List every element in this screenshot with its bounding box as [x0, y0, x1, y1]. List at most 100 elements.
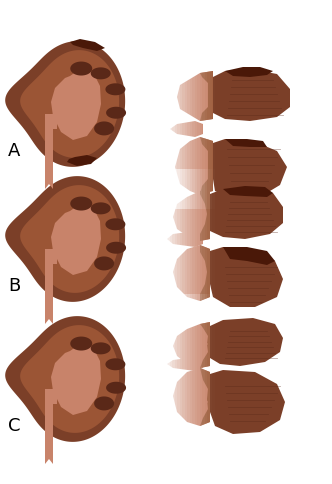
- Polygon shape: [213, 69, 290, 121]
- Polygon shape: [106, 107, 126, 119]
- Polygon shape: [190, 169, 193, 319]
- Polygon shape: [180, 59, 183, 209]
- Polygon shape: [213, 139, 287, 199]
- Polygon shape: [91, 342, 111, 354]
- Polygon shape: [51, 344, 101, 415]
- Polygon shape: [198, 294, 200, 444]
- Polygon shape: [173, 322, 210, 368]
- Polygon shape: [45, 126, 53, 189]
- Polygon shape: [51, 69, 101, 140]
- Polygon shape: [73, 218, 81, 239]
- Polygon shape: [20, 50, 119, 158]
- Polygon shape: [94, 257, 114, 271]
- Polygon shape: [175, 137, 213, 195]
- Polygon shape: [167, 357, 203, 371]
- Text: C: C: [8, 417, 21, 435]
- Polygon shape: [67, 155, 97, 166]
- Polygon shape: [170, 121, 203, 137]
- Polygon shape: [205, 169, 208, 319]
- Polygon shape: [223, 186, 273, 197]
- Polygon shape: [195, 59, 198, 209]
- Polygon shape: [168, 294, 170, 444]
- Polygon shape: [165, 59, 168, 209]
- Polygon shape: [5, 316, 125, 442]
- Polygon shape: [185, 169, 188, 319]
- Polygon shape: [208, 294, 210, 444]
- Polygon shape: [185, 59, 188, 209]
- Polygon shape: [168, 59, 170, 209]
- Polygon shape: [91, 67, 111, 79]
- Polygon shape: [200, 339, 208, 349]
- Polygon shape: [180, 169, 183, 319]
- Polygon shape: [200, 322, 210, 368]
- Polygon shape: [106, 358, 125, 370]
- Polygon shape: [188, 59, 190, 209]
- Polygon shape: [65, 94, 81, 114]
- Polygon shape: [190, 59, 193, 209]
- Polygon shape: [173, 245, 210, 301]
- Polygon shape: [200, 137, 213, 194]
- Polygon shape: [183, 169, 185, 319]
- Text: A: A: [8, 142, 20, 160]
- Polygon shape: [65, 369, 81, 389]
- Polygon shape: [45, 261, 53, 324]
- Polygon shape: [188, 294, 190, 444]
- Polygon shape: [170, 59, 173, 209]
- Polygon shape: [73, 378, 95, 383]
- Polygon shape: [70, 61, 92, 76]
- Polygon shape: [165, 169, 168, 319]
- Polygon shape: [70, 39, 105, 51]
- Polygon shape: [73, 358, 81, 379]
- Polygon shape: [91, 202, 111, 214]
- Polygon shape: [193, 59, 195, 209]
- Polygon shape: [5, 176, 125, 302]
- Polygon shape: [183, 59, 185, 209]
- Polygon shape: [178, 59, 180, 209]
- Polygon shape: [65, 229, 81, 249]
- Polygon shape: [170, 294, 173, 444]
- Polygon shape: [175, 294, 178, 444]
- Polygon shape: [203, 169, 205, 319]
- Polygon shape: [73, 83, 81, 104]
- Polygon shape: [200, 396, 208, 407]
- Polygon shape: [73, 239, 89, 255]
- Polygon shape: [70, 197, 92, 211]
- Polygon shape: [177, 71, 213, 121]
- Polygon shape: [205, 294, 208, 444]
- Polygon shape: [70, 336, 92, 350]
- Polygon shape: [73, 104, 95, 108]
- Polygon shape: [200, 71, 213, 121]
- Polygon shape: [200, 245, 210, 301]
- Polygon shape: [173, 294, 175, 444]
- Polygon shape: [223, 247, 275, 265]
- Polygon shape: [180, 294, 183, 444]
- Polygon shape: [183, 294, 185, 444]
- Polygon shape: [45, 114, 57, 129]
- Polygon shape: [198, 59, 200, 209]
- Polygon shape: [193, 294, 195, 444]
- Polygon shape: [210, 187, 283, 239]
- Polygon shape: [51, 204, 101, 275]
- Polygon shape: [200, 294, 203, 444]
- Polygon shape: [20, 325, 119, 433]
- Polygon shape: [73, 104, 89, 120]
- Polygon shape: [210, 370, 285, 434]
- Polygon shape: [106, 382, 126, 393]
- Polygon shape: [200, 189, 210, 241]
- Polygon shape: [198, 169, 200, 319]
- Polygon shape: [178, 169, 180, 319]
- Polygon shape: [73, 368, 92, 379]
- Polygon shape: [203, 59, 205, 209]
- Polygon shape: [20, 185, 119, 293]
- Polygon shape: [185, 294, 188, 444]
- Polygon shape: [170, 169, 173, 319]
- Polygon shape: [73, 93, 92, 104]
- Polygon shape: [195, 169, 198, 319]
- Polygon shape: [190, 294, 193, 444]
- Polygon shape: [175, 169, 178, 319]
- Polygon shape: [195, 294, 198, 444]
- Polygon shape: [178, 294, 180, 444]
- Polygon shape: [175, 59, 178, 209]
- Polygon shape: [45, 401, 53, 464]
- Polygon shape: [94, 396, 114, 410]
